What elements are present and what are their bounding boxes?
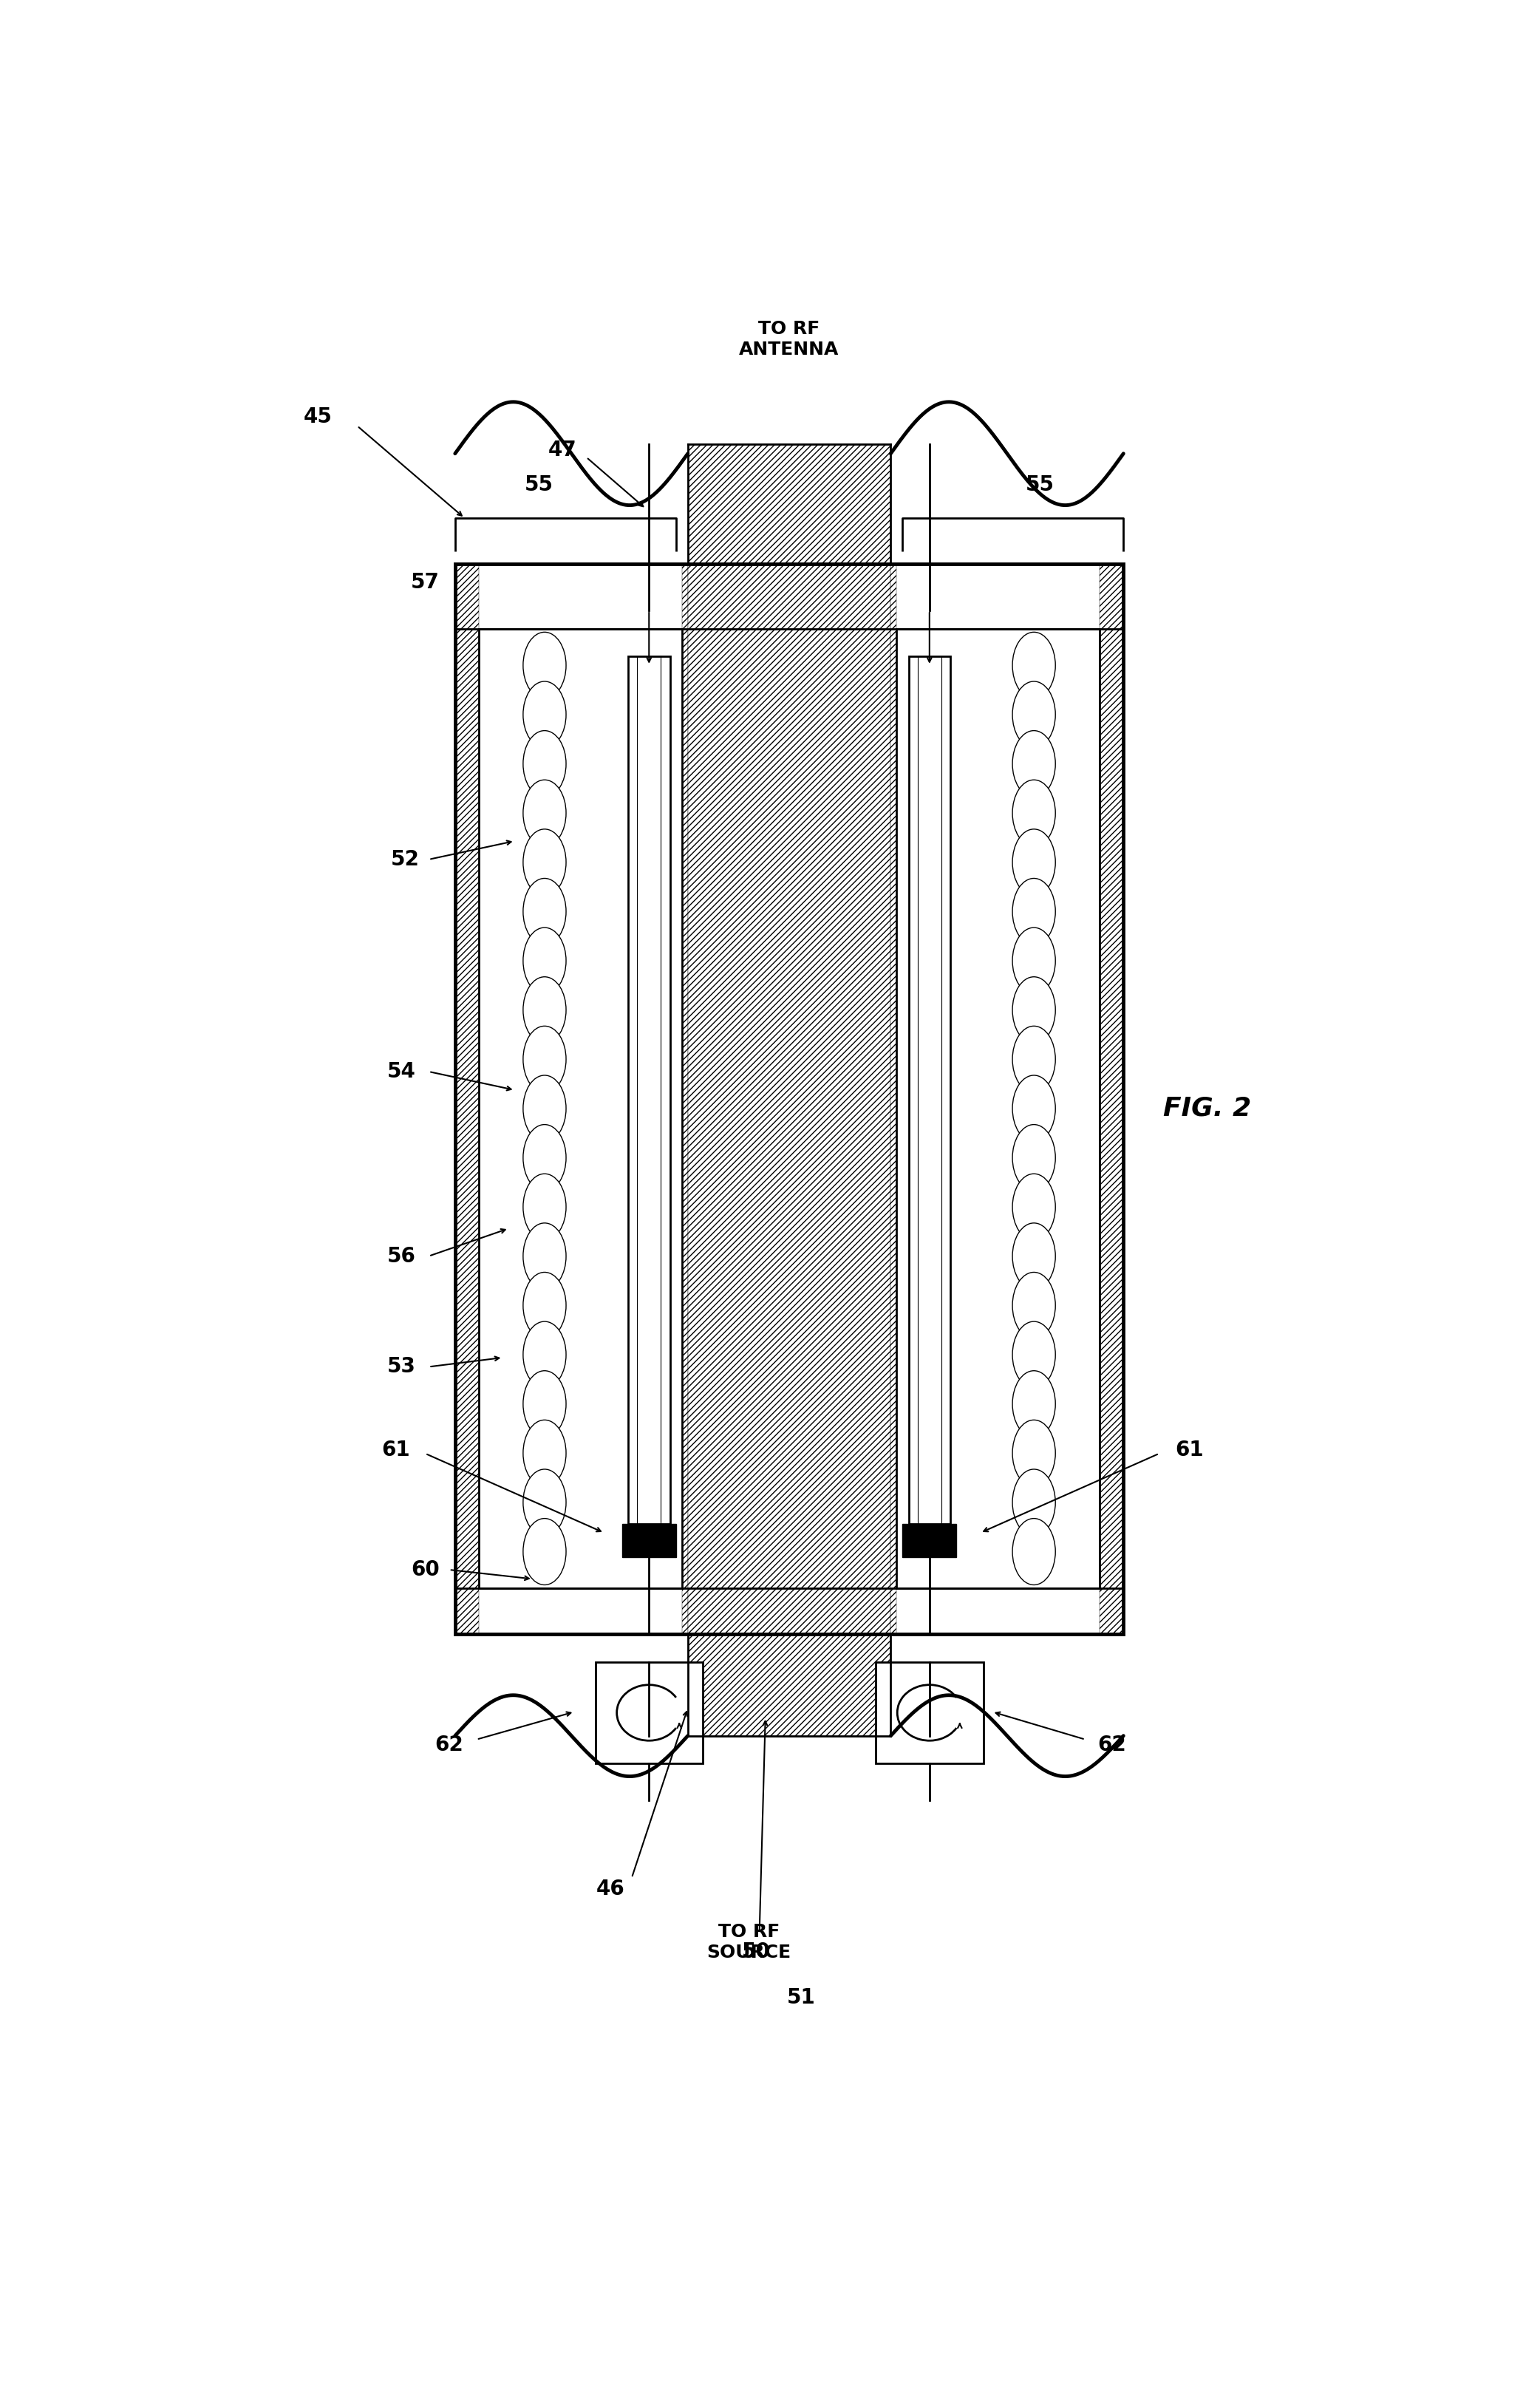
- Circle shape: [1012, 1272, 1055, 1339]
- Circle shape: [524, 1076, 567, 1143]
- Bar: [1100, 563, 1124, 1634]
- Text: 60: 60: [411, 1560, 439, 1579]
- Circle shape: [1012, 1025, 1055, 1093]
- Circle shape: [1012, 1371, 1055, 1438]
- Text: 62: 62: [1096, 1735, 1126, 1756]
- Circle shape: [1012, 633, 1055, 700]
- Text: 54: 54: [387, 1061, 416, 1083]
- Bar: [682, 563, 688, 1634]
- Circle shape: [524, 1323, 567, 1387]
- Bar: [688, 1634, 890, 1735]
- Text: 50: 50: [741, 1941, 770, 1962]
- Bar: [688, 563, 890, 1634]
- Text: TO RF
SOURCE: TO RF SOURCE: [707, 1924, 792, 1962]
- Circle shape: [524, 779, 567, 846]
- Text: 53: 53: [387, 1356, 416, 1378]
- Circle shape: [1012, 1421, 1055, 1486]
- Bar: [622, 1524, 676, 1557]
- Circle shape: [1012, 1124, 1055, 1191]
- Circle shape: [1012, 1519, 1055, 1584]
- Circle shape: [524, 1421, 567, 1486]
- Text: 47: 47: [548, 438, 578, 460]
- Text: 45: 45: [303, 407, 333, 426]
- Circle shape: [1012, 879, 1055, 944]
- Circle shape: [524, 879, 567, 944]
- Circle shape: [524, 731, 567, 798]
- Circle shape: [524, 633, 567, 700]
- Bar: [688, 443, 890, 563]
- Circle shape: [524, 1371, 567, 1438]
- Bar: [909, 657, 950, 1524]
- Bar: [628, 657, 670, 1524]
- Circle shape: [524, 1124, 567, 1191]
- Text: 61: 61: [380, 1440, 410, 1459]
- Circle shape: [1012, 978, 1055, 1042]
- Bar: [456, 563, 479, 1634]
- Circle shape: [1012, 1076, 1055, 1143]
- Circle shape: [524, 680, 567, 748]
- Circle shape: [1012, 927, 1055, 994]
- Circle shape: [1012, 1469, 1055, 1536]
- Circle shape: [1012, 1174, 1055, 1241]
- Circle shape: [524, 978, 567, 1042]
- Circle shape: [1012, 731, 1055, 798]
- Circle shape: [524, 1174, 567, 1241]
- Circle shape: [524, 1222, 567, 1289]
- Bar: [896, 628, 1100, 1589]
- Bar: [876, 1663, 983, 1763]
- Text: 46: 46: [596, 1878, 625, 1900]
- Circle shape: [524, 1469, 567, 1536]
- Circle shape: [524, 829, 567, 896]
- Circle shape: [1012, 1222, 1055, 1289]
- Circle shape: [524, 1272, 567, 1339]
- Text: 62: 62: [434, 1735, 464, 1756]
- Circle shape: [1012, 779, 1055, 846]
- Text: 61: 61: [1175, 1440, 1203, 1459]
- Bar: [479, 628, 682, 1589]
- Bar: [596, 1663, 702, 1763]
- Text: TO RF
ANTENNA: TO RF ANTENNA: [739, 321, 839, 359]
- Text: 52: 52: [391, 848, 419, 870]
- Text: 55: 55: [1026, 474, 1055, 496]
- Circle shape: [524, 927, 567, 994]
- Circle shape: [1012, 680, 1055, 748]
- Text: FIG. 2: FIG. 2: [1163, 1095, 1250, 1121]
- Text: 55: 55: [524, 474, 553, 496]
- Text: 57: 57: [411, 573, 439, 594]
- Bar: [456, 563, 1124, 1634]
- Bar: [890, 563, 896, 1634]
- Circle shape: [1012, 829, 1055, 896]
- Text: 56: 56: [387, 1246, 416, 1267]
- Circle shape: [524, 1519, 567, 1584]
- Bar: [902, 1524, 956, 1557]
- Circle shape: [1012, 1323, 1055, 1387]
- Circle shape: [524, 1025, 567, 1093]
- Text: 51: 51: [787, 1986, 816, 2008]
